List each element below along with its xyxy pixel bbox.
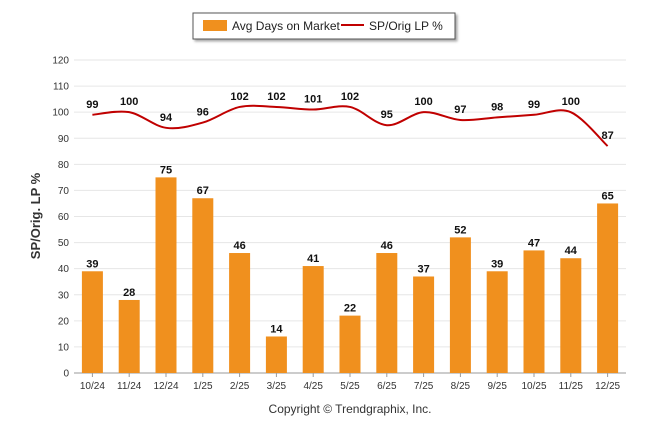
line-value-label: 100 xyxy=(414,96,432,108)
line-value-label: 87 xyxy=(601,130,613,142)
bar-value-label: 14 xyxy=(270,323,283,335)
legend-label-bar: Avg Days on Market xyxy=(232,19,340,33)
legend-box xyxy=(192,12,456,40)
y-tick-label: 40 xyxy=(58,264,70,275)
x-tick-label: 8/25 xyxy=(451,381,471,392)
x-tick-label: 7/25 xyxy=(414,381,434,392)
bar-11-24 xyxy=(118,299,140,373)
y-tick-label: 120 xyxy=(52,56,69,67)
x-tick-label: 9/25 xyxy=(487,381,507,392)
legend: Avg Days on Market SP/Orig LP % xyxy=(192,12,456,40)
y-axis-ticks: 0 10 20 30 40 50 60 70 80 90 100 110 120 xyxy=(52,56,69,380)
x-tick-label: 3/25 xyxy=(267,381,287,392)
x-tick-label: 12/25 xyxy=(595,381,620,392)
bar-value-label: 39 xyxy=(491,258,503,270)
line-value-label: 100 xyxy=(120,96,138,108)
x-tick-label: 11/25 xyxy=(559,381,584,392)
x-tick-label: 5/25 xyxy=(340,381,360,392)
y-tick-label: 30 xyxy=(58,290,70,301)
line-value-label: 99 xyxy=(528,99,540,111)
y-tick-label: 100 xyxy=(52,108,69,119)
legend-label-line: SP/Orig LP % xyxy=(369,19,443,33)
x-tick-label: 12/24 xyxy=(153,381,178,392)
line-data-labels: 99 100 94 96 102 102 101 102 95 100 97 98 99 100 87 xyxy=(86,91,613,142)
y-tick-label: 10 xyxy=(58,342,70,353)
bar-value-label: 75 xyxy=(160,164,172,176)
bar-value-label: 65 xyxy=(601,190,613,202)
x-tick-label: 6/25 xyxy=(377,381,397,392)
bar-10-25 xyxy=(523,250,545,373)
bar-9-25 xyxy=(486,271,508,373)
bar-4-25 xyxy=(302,266,324,373)
line-value-label: 95 xyxy=(381,109,393,121)
x-tick-label: 2/25 xyxy=(230,381,250,392)
x-tick-label: 4/25 xyxy=(303,381,323,392)
line-value-label: 97 xyxy=(454,104,466,116)
x-axis-ticks: 10/24 11/24 12/24 1/25 2/25 3/25 4/25 5/25 6/25 7… xyxy=(80,373,621,392)
bar-value-label: 47 xyxy=(528,237,540,249)
line-value-label: 94 xyxy=(160,112,173,124)
line-value-label: 100 xyxy=(562,96,580,108)
line-value-label: 98 xyxy=(491,101,503,113)
bar-value-label: 28 xyxy=(123,287,135,299)
bar-3-25 xyxy=(265,336,287,373)
bar-value-label: 67 xyxy=(197,185,209,197)
y-tick-label: 70 xyxy=(58,186,70,197)
line-value-label: 99 xyxy=(86,99,98,111)
line-value-label: 96 xyxy=(197,107,209,119)
y-axis-title: SP/Orig. LP % xyxy=(28,172,43,259)
line-value-label: 102 xyxy=(267,91,285,103)
copyright-footer: Copyright © Trendgraphix, Inc. xyxy=(269,402,432,416)
x-tick-label: 11/24 xyxy=(117,381,142,392)
bar-10-24 xyxy=(81,271,103,373)
x-tick-label: 10/25 xyxy=(521,381,546,392)
y-tick-label: 0 xyxy=(63,369,69,380)
bar-6-25 xyxy=(376,253,398,373)
bar-value-label: 41 xyxy=(307,253,319,265)
bar-value-label: 46 xyxy=(381,240,393,252)
y-tick-label: 50 xyxy=(58,238,70,249)
line-value-label: 101 xyxy=(304,94,322,106)
y-tick-label: 20 xyxy=(58,316,70,327)
line-series xyxy=(92,104,609,147)
line-value-label: 102 xyxy=(341,91,359,103)
bar-data-labels: 39 28 75 67 46 14 41 22 46 37 52 39 47 44 65 xyxy=(86,164,613,335)
bar-series xyxy=(81,177,619,373)
bar-value-label: 46 xyxy=(233,240,245,252)
bar-value-label: 22 xyxy=(344,303,356,315)
bar-value-label: 37 xyxy=(417,263,429,275)
x-tick-label: 1/25 xyxy=(193,381,213,392)
y-tick-label: 90 xyxy=(58,134,70,145)
bar-value-label: 39 xyxy=(86,258,98,270)
y-tick-label: 80 xyxy=(58,160,70,171)
bar-12-25 xyxy=(597,203,619,373)
legend-bar-swatch xyxy=(203,20,227,31)
y-tick-label: 110 xyxy=(53,82,69,93)
y-tick-label: 60 xyxy=(58,212,70,223)
bar-8-25 xyxy=(449,237,471,373)
line-value-label: 102 xyxy=(230,91,248,103)
bar-2-25 xyxy=(229,253,251,373)
bar-5-25 xyxy=(339,315,361,373)
bar-11-25 xyxy=(560,258,582,373)
bar-value-label: 52 xyxy=(454,224,466,236)
bar-1-25 xyxy=(192,198,214,373)
bar-12-24 xyxy=(155,177,177,373)
bar-value-label: 44 xyxy=(565,245,578,257)
bar-7-25 xyxy=(413,276,435,373)
x-tick-label: 10/24 xyxy=(80,381,105,392)
